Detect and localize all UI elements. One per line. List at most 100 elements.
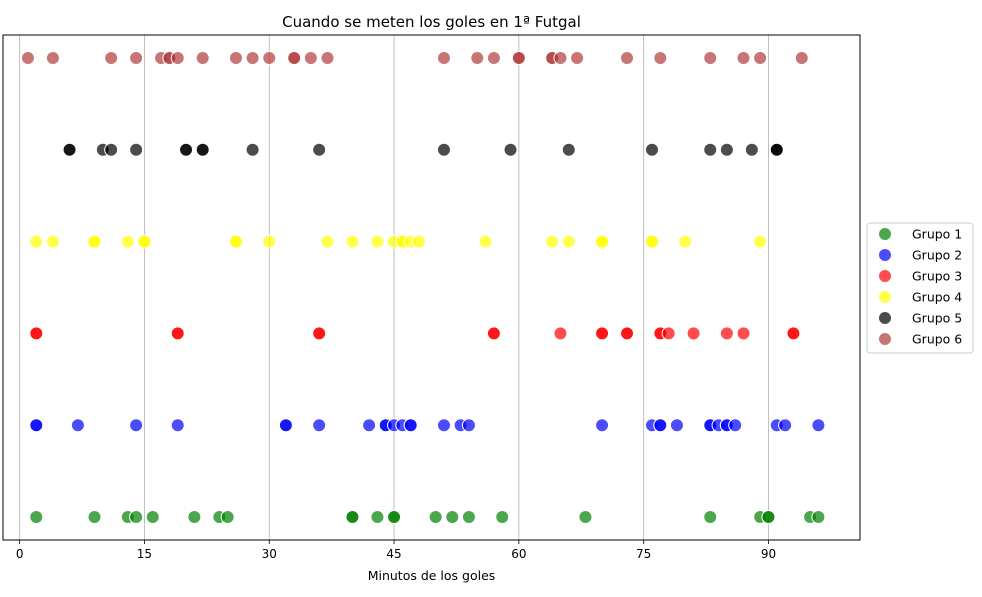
point-grupo-4-24 [644, 234, 659, 249]
point-grupo-2-30 [778, 418, 793, 433]
point-grupo-5-6 [179, 142, 194, 157]
point-grupo-6-29 [753, 51, 768, 65]
point-grupo-6-2 [104, 51, 119, 65]
point-grupo-1-7 [220, 510, 235, 524]
legend-label-6: Grupo 6 [912, 332, 962, 347]
x-tick-label-90: 90 [761, 547, 776, 561]
x-tick-label-15: 15 [137, 547, 152, 561]
point-grupo-4-6 [137, 234, 152, 249]
chart-title: Cuando se meten los goles en 1ª Futgal [282, 13, 581, 31]
point-grupo-6-10 [245, 51, 260, 65]
point-grupo-1-23 [811, 510, 826, 524]
point-grupo-5-13 [561, 142, 576, 157]
point-grupo-4-3 [87, 234, 102, 249]
point-grupo-4-20 [561, 234, 576, 249]
point-grupo-4-19 [545, 234, 560, 249]
legend-label-3: Grupo 3 [912, 269, 962, 284]
legend-label-5: Grupo 5 [912, 311, 962, 326]
x-axis-ticks: 0 15 30 45 60 75 90 [16, 540, 776, 561]
point-grupo-4-26 [753, 234, 768, 249]
point-grupo-3-15 [661, 326, 676, 341]
legend-label-1: Grupo 1 [912, 227, 962, 242]
legend: Grupo 1 Grupo 2 Grupo 3 Grupo 4 Grupo 5 Grupo… [866, 222, 974, 354]
point-grupo-4-25 [678, 234, 693, 249]
legend-marker-3 [878, 269, 892, 283]
point-grupo-6-30 [794, 51, 809, 65]
point-grupo-5-9 [245, 142, 260, 157]
point-grupo-6-23 [553, 51, 568, 65]
point-grupo-3-12 [620, 326, 635, 341]
point-grupo-3-1 [29, 326, 44, 341]
point-grupo-1-4 [145, 510, 160, 524]
point-grupo-1-14 [445, 510, 460, 524]
point-grupo-2-4 [170, 418, 185, 433]
point-grupo-4-1 [45, 234, 60, 249]
point-grupo-5-11 [436, 142, 451, 157]
point-grupo-6-11 [262, 51, 277, 65]
point-grupo-2-14 [403, 418, 418, 433]
point-grupo-4-9 [262, 234, 277, 249]
point-grupo-5-20 [769, 142, 784, 157]
point-grupo-6-3 [129, 51, 144, 65]
point-grupo-2-3 [129, 418, 144, 433]
point-grupo-6-14 [303, 51, 318, 65]
legend-items: Grupo 1 Grupo 2 Grupo 3 Grupo 4 Grupo 5 Grupo… [878, 227, 962, 347]
point-grupo-6-16 [436, 51, 451, 65]
point-grupo-1-15 [461, 510, 476, 524]
point-grupo-3-3 [170, 326, 185, 341]
point-grupo-2-1 [29, 418, 44, 433]
legend-marker-5 [878, 311, 892, 325]
points-layer [20, 51, 826, 524]
point-grupo-1-18 [703, 510, 718, 524]
point-grupo-3-16 [686, 326, 701, 341]
point-grupo-1-21 [761, 510, 776, 524]
point-grupo-2-7 [312, 418, 327, 433]
point-grupo-2-21 [653, 418, 668, 433]
point-grupo-6-15 [320, 51, 335, 65]
point-grupo-6-7 [170, 51, 185, 65]
x-tick-label-75: 75 [636, 547, 651, 561]
point-grupo-5-15 [703, 142, 718, 157]
point-grupo-3-10 [595, 326, 610, 341]
point-grupo-4-17 [412, 234, 427, 249]
point-grupo-6-0 [20, 51, 35, 65]
x-tick-label-45: 45 [386, 547, 401, 561]
point-grupo-1-1 [87, 510, 102, 524]
legend-label-4: Grupo 4 [912, 290, 962, 305]
point-grupo-2-31 [811, 418, 826, 433]
point-grupo-2-2 [70, 418, 85, 433]
point-grupo-6-18 [486, 51, 501, 65]
point-grupo-6-1 [45, 51, 60, 65]
x-tick-label-0: 0 [16, 547, 24, 561]
point-grupo-4-22 [595, 234, 610, 249]
grid-layer [19, 35, 769, 540]
point-grupo-6-24 [570, 51, 585, 65]
point-grupo-1-13 [428, 510, 443, 524]
point-grupo-6-13 [287, 51, 302, 65]
point-grupo-6-25 [620, 51, 635, 65]
point-grupo-6-8 [195, 51, 210, 65]
legend-marker-1 [878, 227, 892, 241]
point-grupo-2-6 [278, 418, 293, 433]
plot-frame [2, 34, 861, 541]
point-grupo-6-27 [703, 51, 718, 65]
point-grupo-4-12 [370, 234, 385, 249]
point-grupo-6-20 [511, 51, 526, 65]
point-grupo-3-8 [553, 326, 568, 341]
x-axis-label: Minutos de los goles [368, 568, 496, 583]
point-grupo-1-17 [578, 510, 593, 524]
point-grupo-2-8 [362, 418, 377, 433]
point-grupo-3-18 [736, 326, 751, 341]
point-grupo-2-17 [461, 418, 476, 433]
point-grupo-1-0 [29, 510, 44, 524]
point-grupo-5-8 [195, 142, 210, 157]
legend-label-2: Grupo 2 [912, 248, 962, 263]
point-grupo-6-28 [736, 51, 751, 65]
point-grupo-4-11 [345, 234, 360, 249]
x-tick-label-60: 60 [511, 547, 526, 561]
point-grupo-3-17 [719, 326, 734, 341]
point-grupo-5-1 [62, 142, 77, 157]
point-grupo-6-9 [228, 51, 243, 65]
point-grupo-2-18 [595, 418, 610, 433]
legend-marker-2 [878, 248, 892, 262]
